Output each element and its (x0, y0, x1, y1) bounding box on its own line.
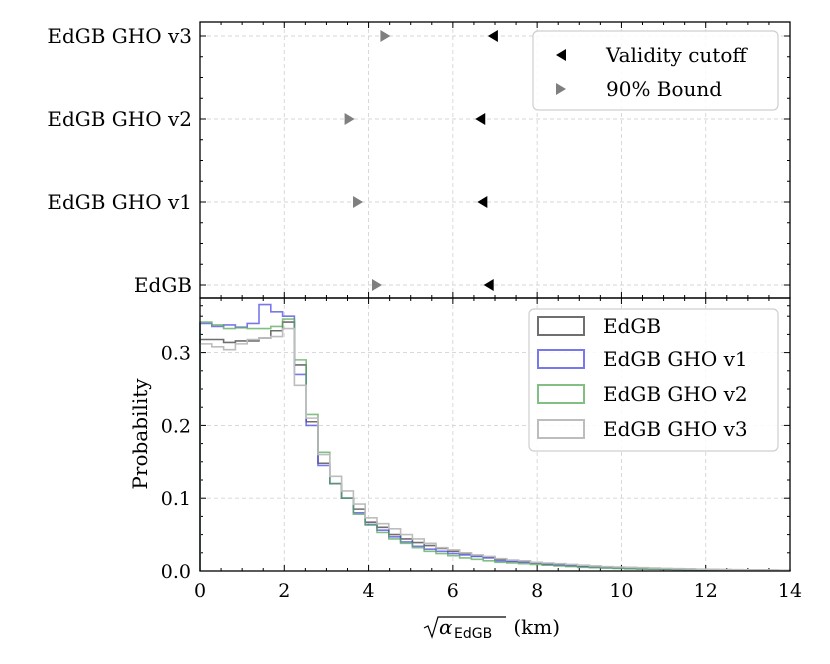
top-legend-box (532, 30, 779, 111)
bottom-legend: EdGB EdGB GHO v1 EdGB GHO v2 EdGB GHO v3 (528, 308, 779, 452)
category-label-edgb-gho-v1: EdGB GHO v1 (47, 190, 192, 214)
legend-edgb-gho-v3-label: EdGB GHO v3 (603, 417, 748, 441)
y-tick-label: 0.3 (161, 343, 191, 365)
x-tick-label: 6 (447, 580, 459, 602)
category-label-edgb-gho-v3: EdGB GHO v3 (47, 24, 192, 48)
y-tick-label: 0.2 (161, 415, 191, 437)
marker-90-bound-edgb-gho-v2 (344, 113, 355, 125)
bottom-histograms (199, 303, 791, 572)
x-axis-label-units: (km) (507, 615, 560, 639)
legend-90-bound-marker (556, 83, 566, 95)
marker-validity-cutoff-edgb-gho-v3 (487, 30, 498, 42)
legend-edgb-gho-v1-label: EdGB GHO v1 (603, 347, 748, 371)
marker-90-bound-edgb-gho-v1 (353, 196, 364, 208)
x-tick-label: 2 (278, 580, 290, 602)
top-markers (344, 30, 498, 291)
legend-edgb-swatch (537, 316, 585, 336)
bottom-panel-frame (199, 297, 791, 572)
x-tick-label: 0 (194, 580, 206, 602)
category-label-edgb-gho-v2: EdGB GHO v2 (47, 107, 192, 131)
x-axis-label: α EdGB (km) (423, 615, 560, 642)
legend-validity-cutoff-label: Validity cutoff (605, 43, 748, 67)
x-tick-label: 12 (694, 580, 718, 602)
y-axis-label: Probability (128, 378, 152, 490)
top-legend: Validity cutoff 90% Bound (532, 30, 779, 111)
x-tick-label: 8 (531, 580, 543, 602)
bottom-legend-box (528, 308, 779, 452)
y-tick-labels: 0.0 0.1 0.2 0.3 (161, 343, 191, 583)
x-tick-label: 14 (778, 580, 802, 602)
histogram-edgb-gho-v3 (199, 327, 791, 571)
legend-validity-cutoff-marker (556, 49, 566, 61)
legend-edgb-gho-v2-label: EdGB GHO v2 (603, 382, 748, 406)
x-axis-label-sqrt-sign (423, 616, 506, 639)
legend-edgb-label: EdGB (603, 314, 661, 338)
y-tick-label: 0.0 (161, 561, 191, 583)
category-label-edgb: EdGB (134, 273, 192, 297)
marker-validity-cutoff-edgb-gho-v1 (477, 196, 488, 208)
x-tick-label: 4 (363, 580, 375, 602)
x-axis-label-subscript: EdGB (454, 626, 492, 642)
y-tick-label: 0.1 (161, 488, 191, 510)
top-category-labels: EdGB EdGB GHO v1 EdGB GHO v2 EdGB GHO v3 (47, 24, 192, 297)
legend-edgb-gho-v1-swatch (537, 349, 585, 369)
legend-edgb-gho-v2-swatch (537, 384, 585, 404)
legend-edgb-gho-v3-swatch (537, 419, 585, 439)
marker-90-bound-edgb (372, 279, 382, 291)
marker-90-bound-edgb-gho-v3 (380, 30, 391, 42)
marker-validity-cutoff-edgb (483, 279, 494, 291)
x-tick-labels: 0 2 4 6 8 10 12 14 (194, 580, 802, 602)
x-tick-label: 10 (609, 580, 633, 602)
marker-validity-cutoff-edgb-gho-v2 (475, 113, 486, 125)
x-axis-label-symbol: α (439, 615, 453, 639)
legend-90-bound-label: 90% Bound (606, 77, 722, 101)
